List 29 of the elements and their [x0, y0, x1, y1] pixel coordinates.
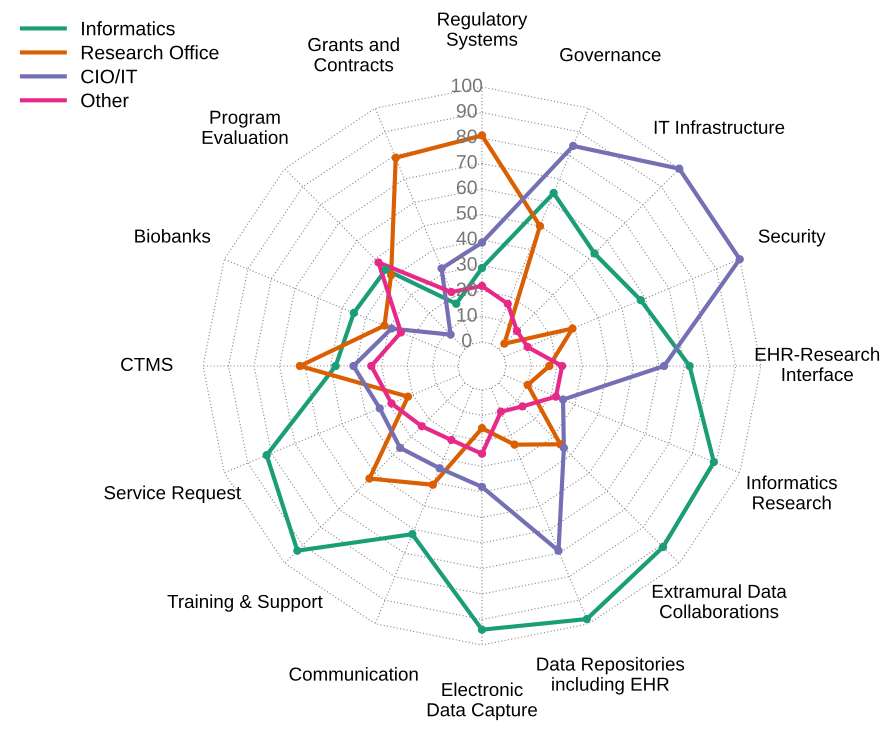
spoke-label: Data Repositories including EHR [537, 656, 684, 695]
legend-label: CIO/IT [81, 69, 138, 84]
y-tick-label: 50 [456, 206, 477, 220]
legend-label: Informatics [82, 21, 175, 36]
spoke-label: Extramural Data Collaborations [652, 584, 787, 618]
spoke-label: Security [758, 228, 826, 246]
y-tick-label: 60 [456, 180, 477, 194]
spoke-label: Biobanks [135, 228, 210, 243]
spoke-label: CTMS [121, 358, 172, 372]
y-tick-label: 40 [456, 231, 477, 246]
y-tick-label: 100 [452, 78, 482, 92]
spoke-label: Communication [290, 666, 418, 681]
spoke-label: Regulatory Systems [438, 12, 528, 50]
legend-label: Other [81, 93, 129, 108]
y-tick-label: 10 [457, 308, 477, 322]
y-tick-label: 0 [462, 333, 472, 348]
spoke-label: EHR-Research Interface [756, 347, 880, 382]
spoke-label: Grants and Contracts [308, 37, 399, 72]
y-tick-label: 30 [456, 256, 477, 271]
spoke-label: IT Infrastructure [654, 120, 784, 134]
y-tick-label: 90 [456, 104, 477, 118]
spoke-label: Informatics Research [748, 475, 837, 510]
spoke-label: Governance [560, 48, 661, 62]
y-tick-label: 70 [456, 154, 477, 169]
spoke-label: Training & Support [168, 594, 323, 612]
legend-label: Research Office [82, 45, 219, 60]
spoke-label: Electronic Data Capture [428, 682, 537, 720]
spoke-label: Program Evaluation [202, 110, 288, 144]
spoke-label: Service Request [104, 486, 241, 504]
